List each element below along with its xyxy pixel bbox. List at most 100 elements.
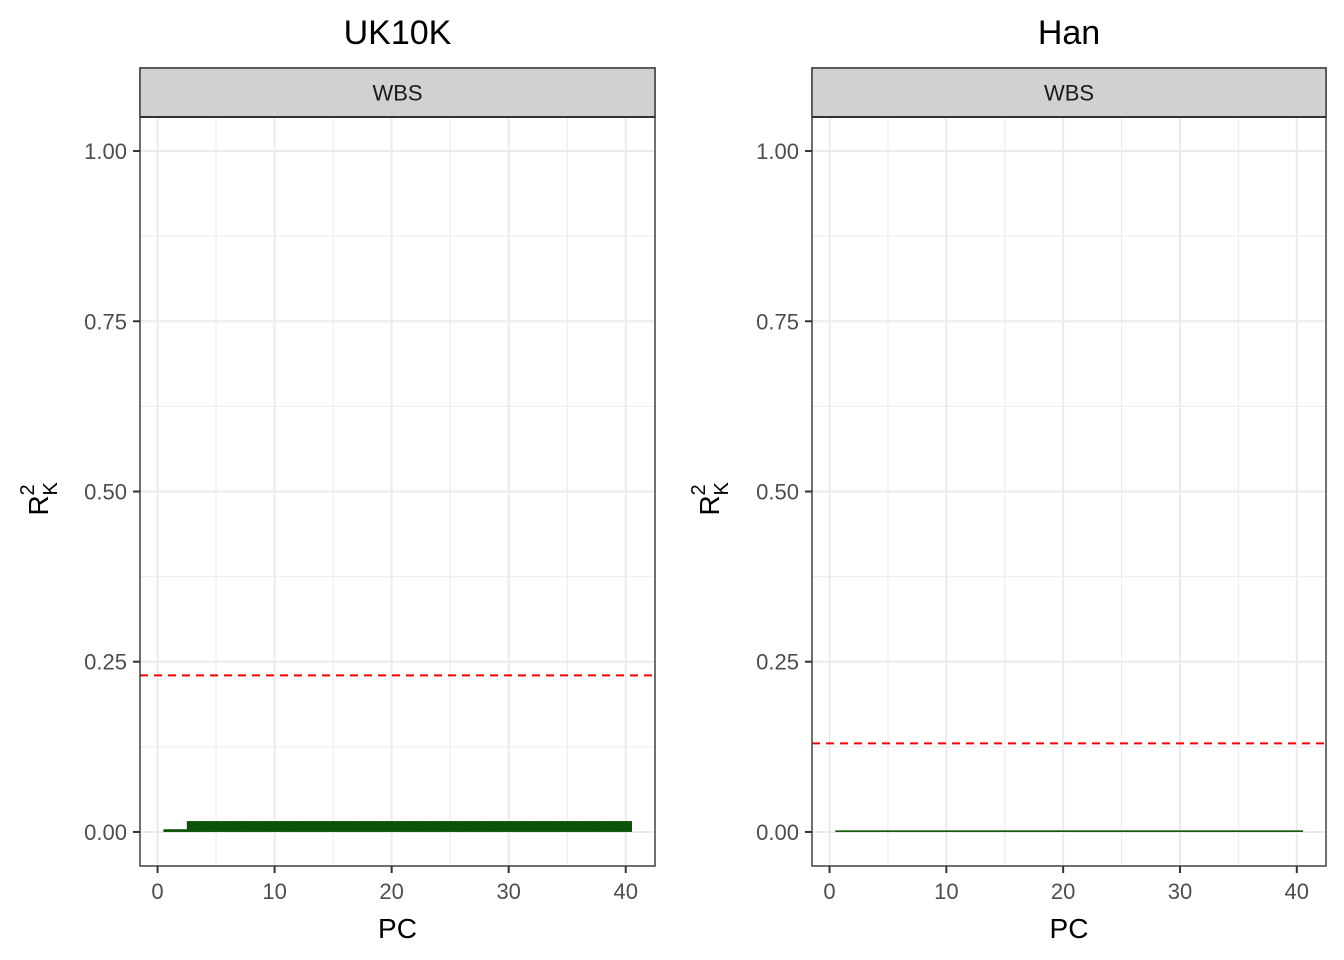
bar-pc-30 [1174,830,1187,832]
facet-strip-label: WBS [372,81,422,106]
bar-pc-38 [1267,830,1280,832]
bar-pc-15 [327,821,340,832]
bar-pc-23 [420,821,434,832]
y-tick-label: 1.00 [756,139,799,164]
bar-pc-22 [409,821,422,832]
y-axis-title-sup: 2 [688,484,710,495]
x-tick-label: 10 [262,879,286,904]
facet-panel-1: UK10K WBS 0.00 0.25 0.50 0.75 1.00 0 10 20 30 40 PC R… [17,14,656,944]
bar-pc-12 [292,821,305,832]
bar-pc-3 [186,821,199,832]
bar-pc-10 [940,830,953,832]
y-axis-title: R2 K [17,482,62,516]
bar-pc-20 [385,821,398,832]
bar-pc-36 [1244,830,1257,832]
y-tick-label: 0.75 [84,309,127,334]
bar-pc-8 [917,830,930,832]
facet-strip [139,67,656,118]
bar-pc-25 [1115,830,1128,832]
facet-strip [811,67,1327,118]
bar-pc-5 [882,830,895,832]
bar-pc-25 [444,821,457,832]
x-axis-title: PC [1050,913,1089,944]
bar-pc-40 [619,821,632,832]
bar-pc-33 [537,821,551,832]
bar-pc-23 [1092,830,1105,832]
bar-pc-14 [987,830,1000,832]
bar-pc-13 [975,830,988,832]
bar-pc-15 [998,830,1011,832]
bar-pc-17 [1022,830,1035,832]
bar-pc-18 [1033,830,1047,832]
bar-pc-7 [233,821,246,832]
bar-pc-35 [561,821,574,832]
bar-pc-18 [362,821,375,832]
bar-pc-30 [502,821,515,832]
y-axis-title-base: R [694,495,725,515]
bar-pc-24 [1104,830,1117,832]
bar-pc-29 [1162,830,1175,832]
bar-pc-1 [163,829,176,832]
bar-pc-33 [1209,830,1222,832]
bar-pc-6 [893,830,906,832]
bar-pc-10 [268,821,281,832]
bar-pc-26 [1127,830,1140,832]
x-tick-label: 20 [379,879,403,904]
bar-pc-32 [526,821,539,832]
bar-pc-38 [596,821,609,832]
bar-pc-27 [467,821,480,832]
bar-pc-19 [1045,830,1058,832]
bar-pc-36 [573,821,586,832]
y-tick-label: 0.25 [84,650,127,675]
bar-pc-14 [315,821,328,832]
bar-pc-5 [210,821,223,832]
bar-pc-31 [514,821,527,832]
bar-pc-8 [245,821,258,832]
y-tick-label: 0.00 [756,820,799,845]
y-tick-label: 1.00 [84,139,127,164]
bar-pc-2 [847,830,860,832]
bar-pc-35 [1232,830,1245,832]
bar-pc-6 [221,821,235,832]
bar-pc-2 [175,829,188,832]
bar-pc-11 [280,821,293,832]
bar-pc-20 [1057,830,1070,832]
bar-pc-31 [1185,830,1198,832]
bar-pc-22 [1080,830,1093,832]
bar-pc-16 [1010,830,1023,832]
bar-pc-9 [928,830,941,832]
x-tick-label: 10 [934,879,958,904]
y-axis-title-base: R [23,495,54,515]
bar-pc-26 [456,821,469,832]
bar-pc-34 [1220,830,1233,832]
bar-pc-37 [1255,830,1268,832]
bar-pc-21 [1069,830,1082,832]
y-axis-title-sup: 2 [17,484,39,495]
facet-strip-label: WBS [1044,81,1094,106]
x-tick-label: 0 [823,879,835,904]
bar-pc-32 [1197,830,1210,832]
bar-pc-37 [584,821,597,832]
bar-pc-11 [952,830,965,832]
bars [835,830,1304,832]
bar-pc-28 [1150,830,1163,832]
bar-pc-4 [198,821,211,832]
y-tick-label: 0.75 [756,309,799,334]
panel-title: Han [1038,14,1100,52]
bar-pc-39 [1279,830,1292,832]
bar-pc-24 [432,821,445,832]
bar-pc-13 [303,821,316,832]
x-tick-label: 30 [1168,879,1192,904]
y-tick-label: 0.50 [84,480,127,505]
x-tick-label: 40 [613,879,637,904]
bar-pc-27 [1139,830,1152,832]
x-tick-label: 30 [496,879,520,904]
bar-pc-40 [1290,830,1304,832]
y-axis-title-sub: K [40,482,62,496]
facet-panel-2: Han WBS 0.00 0.25 0.50 0.75 1.00 0 10 20 30 40 PC R2 K [688,14,1327,944]
bar-pc-16 [338,821,352,832]
bar-pc-3 [858,830,871,832]
y-tick-label: 0.00 [84,820,127,845]
bar-pc-12 [963,830,976,832]
